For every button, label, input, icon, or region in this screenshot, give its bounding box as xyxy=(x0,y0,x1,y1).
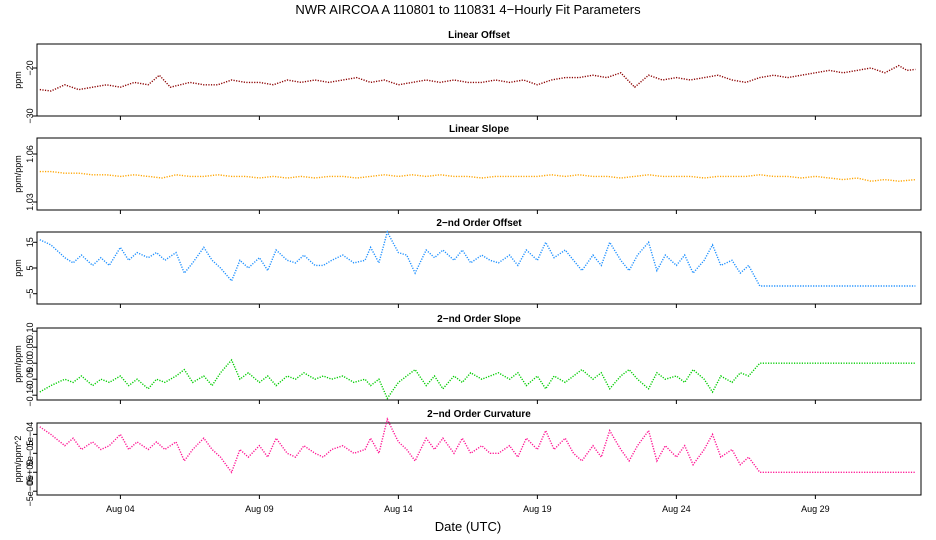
series-line xyxy=(39,170,916,182)
panel-frame xyxy=(36,137,922,211)
y-tick-label: −5e−05 xyxy=(25,476,35,507)
panel-title: Linear Offset xyxy=(448,30,510,41)
y-tick-label: −20 xyxy=(25,60,35,75)
panel-frame xyxy=(36,231,922,305)
panel-3: 2−nd Order Offset ppm 15 5 −5 xyxy=(13,218,922,308)
panel-5: 2−nd Order Curvature ppm/ppm^21e−045e−050… xyxy=(13,409,922,507)
y-tick-label: 1.03 xyxy=(25,193,35,211)
series-line xyxy=(39,64,916,92)
x-tick-label: Aug 09 xyxy=(245,504,274,514)
y-tick-label: 5e−05 xyxy=(25,441,35,466)
y-tick-label: −0.05 xyxy=(25,368,35,391)
series-line xyxy=(39,230,916,287)
y-axis-label: ppm/ppm^2 xyxy=(13,436,23,483)
panel-title: Linear Slope xyxy=(449,124,509,135)
series-line xyxy=(39,417,916,474)
chart-title: NWR AIRCOA A 110801 to 110831 4−Hourly F… xyxy=(295,2,641,17)
y-tick-label: 0.05 xyxy=(25,338,35,356)
x-tick-label: Aug 24 xyxy=(662,504,691,514)
y-axis-label: ppm xyxy=(13,259,23,277)
panel-title: 2−nd Order Curvature xyxy=(427,409,531,420)
x-tick-label: Aug 14 xyxy=(384,504,413,514)
y-tick-label: 1.06 xyxy=(25,145,35,163)
x-axis-label: Date (UTC) xyxy=(435,519,501,534)
panel-4: 2−nd Order Slope ppm/ppm0.100.050.00−0.05… xyxy=(13,314,922,407)
y-axis-label: ppm/ppm xyxy=(13,155,23,193)
y-tick-label: 5 xyxy=(25,265,35,270)
y-tick-label: 15 xyxy=(25,237,35,247)
panel-frame xyxy=(36,422,922,496)
x-tick-label: Aug 19 xyxy=(523,504,552,514)
y-tick-label: 0e+00 xyxy=(25,460,35,485)
panel-1: Linear Offset ppm−20 −30 xyxy=(13,30,922,124)
y-axis-label: ppm xyxy=(13,71,23,89)
x-tick-label: Aug 04 xyxy=(106,504,135,514)
panel-frame xyxy=(36,327,922,401)
y-tick-label: −0.10 xyxy=(25,384,35,407)
y-tick-label: −5 xyxy=(25,289,35,299)
y-tick-label: 0.00 xyxy=(25,354,35,372)
y-tick-label: −30 xyxy=(25,108,35,123)
y-tick-label: 0.10 xyxy=(25,322,35,340)
y-tick-label: 1e−04 xyxy=(25,422,35,447)
panel-title: 2−nd Order Slope xyxy=(437,314,521,325)
series-line xyxy=(39,358,916,400)
x-tick-label: Aug 29 xyxy=(801,504,830,514)
panel-frame xyxy=(36,43,922,117)
y-axis-label: ppm/ppm xyxy=(13,345,23,383)
panel-title: 2−nd Order Offset xyxy=(436,218,522,229)
x-axis: Aug 04 Aug 09 Aug 14 Aug 19 Aug 24 Aug 29 xyxy=(106,504,829,514)
